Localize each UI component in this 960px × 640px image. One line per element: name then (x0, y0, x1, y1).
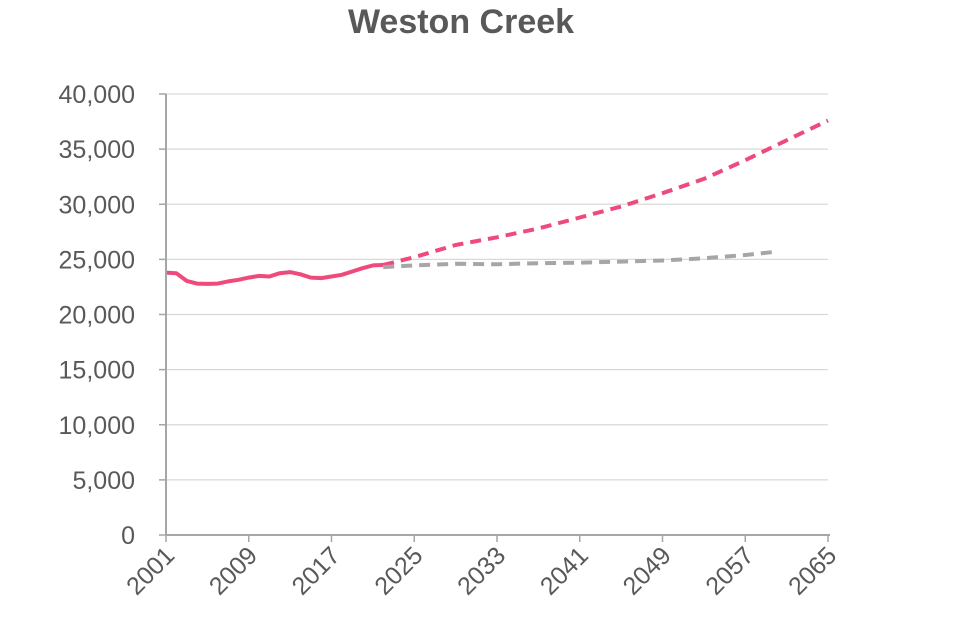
chart-title: Weston Creek (348, 3, 574, 41)
y-tick-label: 5,000 (72, 467, 135, 495)
x-axis-ticks: 2001 2009 2017 2025 2033 2041 2049 2057 2065 (121, 535, 842, 601)
x-tick-label: 2049 (618, 541, 677, 600)
series-line-3 (383, 249, 777, 270)
x-tick-label: 2041 (535, 541, 594, 600)
y-tick-label: 25,000 (59, 246, 135, 274)
y-tick-label: 20,000 (59, 302, 135, 330)
y-tick-label: 35,000 (59, 136, 135, 164)
gridlines (166, 93, 828, 481)
y-tick-label: 40,000 (59, 81, 135, 109)
y-tick-label: 0 (121, 522, 135, 550)
x-tick-label: 2065 (783, 541, 842, 600)
y-tick-label: 30,000 (59, 191, 135, 219)
x-tick-label: 2033 (452, 541, 511, 600)
x-tick-label: 2017 (287, 541, 346, 600)
y-tick-label: 15,000 (59, 357, 135, 385)
series-lines (165, 118, 829, 286)
series-line-2 (382, 118, 829, 267)
x-tick-label: 2057 (700, 541, 759, 600)
x-tick-label: 2009 (204, 541, 263, 600)
x-tick-label: 2025 (369, 541, 428, 600)
y-axis-ticks: 0 5,000 10,000 15,000 20,000 25,000 30,000 35,0… (59, 81, 166, 550)
series-line-1 (165, 262, 384, 286)
y-tick-label: 10,000 (59, 412, 135, 440)
x-tick-label: 2001 (121, 541, 180, 600)
